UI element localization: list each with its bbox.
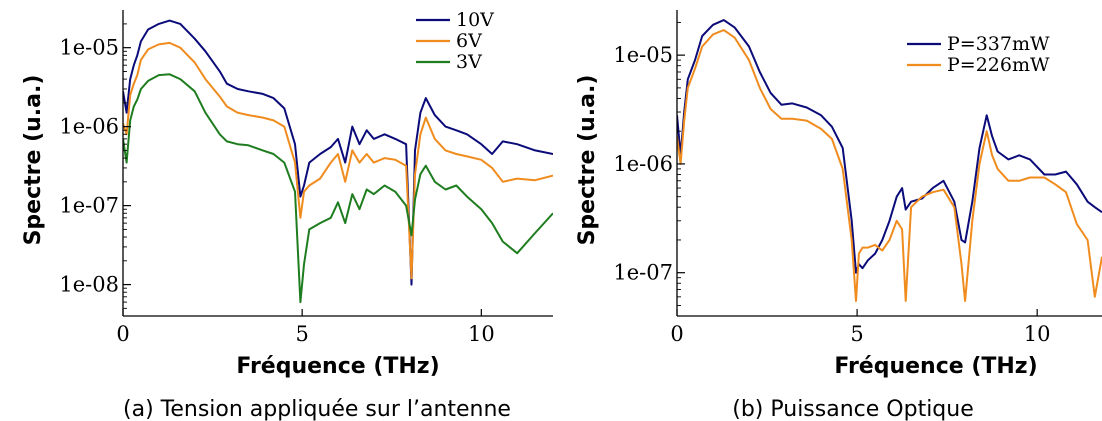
y-tick-label: 1e-07 <box>613 261 673 285</box>
legend-label: P=226mW <box>947 54 1050 76</box>
series-line-3V <box>123 73 553 304</box>
chart-panel-a: 0 5 10 1e-08 1e-07 1e-06 1e-05 Fréquence (THz)… <box>21 9 553 421</box>
series-line-P=226mW <box>677 29 1102 302</box>
series-lines <box>123 19 553 304</box>
y-tick-label: 1e-06 <box>613 152 673 176</box>
series-line-P=337mW <box>677 19 1102 274</box>
x-axis-label: Fréquence (THz) <box>834 354 1037 379</box>
y-tick-label: 1e-05 <box>59 36 119 60</box>
caption-b: (b) Puissance Optique <box>732 397 974 421</box>
legend-label: 3V <box>456 51 482 73</box>
x-tick-label: 5 <box>295 322 308 346</box>
y-tick-label: 1e-06 <box>59 115 119 139</box>
x-tick-label: 5 <box>850 322 863 346</box>
x-tick-label: 0 <box>670 322 683 346</box>
chart-panel-b: 0 5 10 1e-07 1e-06 1e-05 Fréquence (THz) Spec… <box>575 10 1102 421</box>
series-lines <box>677 19 1102 302</box>
legend-label: 6V <box>456 30 482 52</box>
x-tick-label: 0 <box>116 322 129 346</box>
y-axis-label: Spectre (u.a.) <box>575 75 600 246</box>
y-tick-label: 1e-05 <box>613 43 673 67</box>
y-axis-label: Spectre (u.a.) <box>21 75 46 246</box>
legend-label: P=337mW <box>947 33 1050 55</box>
series-line-10V <box>123 19 553 286</box>
y-tick-label: 1e-08 <box>59 273 119 297</box>
caption-a: (a) Tension appliquée sur l’antenne <box>123 397 511 421</box>
tick-labels: 0 5 10 1e-07 1e-06 1e-05 <box>613 43 1050 346</box>
x-tick-label: 10 <box>468 322 495 346</box>
x-tick-label: 10 <box>1024 322 1051 346</box>
x-axis-label: Fréquence (THz) <box>236 354 439 379</box>
y-tick-label: 1e-07 <box>59 194 119 218</box>
tick-labels: 0 5 10 1e-08 1e-07 1e-06 1e-05 <box>59 36 494 346</box>
series-line-6V <box>123 41 553 280</box>
legend-label: 10V <box>456 9 494 31</box>
axes <box>676 10 1102 317</box>
axes <box>122 10 553 317</box>
